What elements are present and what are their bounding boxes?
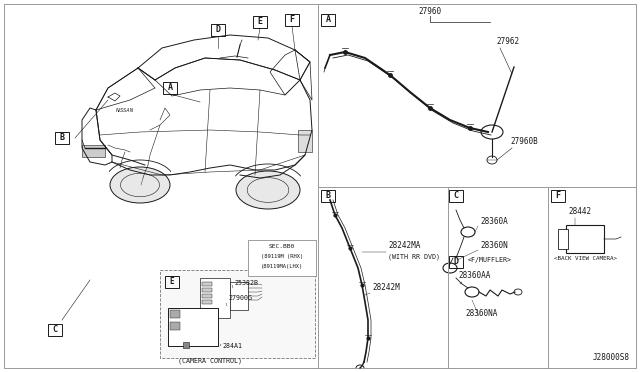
- Ellipse shape: [110, 167, 170, 203]
- Bar: [566, 225, 604, 253]
- Bar: [202, 288, 212, 292]
- Text: 28360NA: 28360NA: [465, 309, 497, 318]
- Bar: [82, 145, 105, 157]
- Bar: [202, 300, 212, 304]
- Text: 27960B: 27960B: [510, 137, 538, 146]
- Text: D: D: [216, 26, 221, 35]
- Bar: [202, 294, 212, 298]
- Text: (89119MA(LHX): (89119MA(LHX): [261, 264, 303, 269]
- Bar: [551, 190, 565, 202]
- Text: 28242M: 28242M: [372, 283, 400, 292]
- Text: F: F: [556, 192, 561, 201]
- Text: E: E: [257, 17, 262, 26]
- Ellipse shape: [236, 171, 300, 209]
- Text: (89119M (RHX): (89119M (RHX): [261, 254, 303, 259]
- Bar: [163, 82, 177, 94]
- Text: 28442: 28442: [568, 207, 591, 216]
- Text: <BACK VIEW CAMERA>: <BACK VIEW CAMERA>: [554, 256, 617, 261]
- Bar: [160, 270, 315, 358]
- Text: 28360AA: 28360AA: [458, 271, 490, 280]
- Bar: [321, 190, 335, 202]
- Bar: [200, 278, 230, 318]
- Text: 28360N: 28360N: [480, 241, 508, 250]
- Text: E: E: [170, 278, 174, 286]
- Text: B: B: [60, 134, 65, 142]
- Text: (CAMERA CONTROL): (CAMERA CONTROL): [178, 357, 242, 363]
- Text: A: A: [326, 16, 330, 25]
- Bar: [168, 308, 218, 346]
- Ellipse shape: [481, 125, 503, 139]
- Bar: [321, 14, 335, 26]
- Bar: [165, 276, 179, 288]
- Text: 284A1: 284A1: [222, 343, 242, 349]
- Text: 28360A: 28360A: [480, 217, 508, 226]
- Bar: [253, 16, 267, 28]
- Text: 27900G: 27900G: [228, 295, 252, 301]
- Text: J28000S8: J28000S8: [593, 353, 630, 362]
- Bar: [170, 322, 180, 330]
- Text: NISSAN: NISSAN: [116, 108, 134, 112]
- Text: (WITH RR DVD): (WITH RR DVD): [388, 253, 440, 260]
- Bar: [285, 14, 299, 26]
- Bar: [211, 24, 225, 36]
- Bar: [170, 310, 180, 318]
- Text: D: D: [454, 257, 458, 266]
- Bar: [202, 282, 212, 286]
- Text: C: C: [52, 326, 58, 334]
- Bar: [558, 229, 568, 249]
- Bar: [298, 130, 312, 152]
- Bar: [55, 132, 69, 144]
- Text: 25382B: 25382B: [234, 280, 258, 286]
- Text: B: B: [326, 192, 330, 201]
- Text: 27962: 27962: [496, 37, 519, 46]
- Bar: [449, 256, 463, 268]
- Text: F: F: [289, 16, 294, 25]
- Bar: [248, 240, 316, 276]
- Text: <F/MUFFLER>: <F/MUFFLER>: [468, 257, 512, 263]
- Text: 28242MA: 28242MA: [388, 241, 420, 250]
- Text: A: A: [168, 83, 173, 93]
- Text: SEC.BB0: SEC.BB0: [269, 244, 295, 249]
- Bar: [449, 190, 463, 202]
- Bar: [230, 282, 248, 310]
- Bar: [48, 324, 62, 336]
- Text: C: C: [454, 192, 458, 201]
- Bar: [183, 342, 189, 348]
- Text: 27960: 27960: [419, 7, 442, 16]
